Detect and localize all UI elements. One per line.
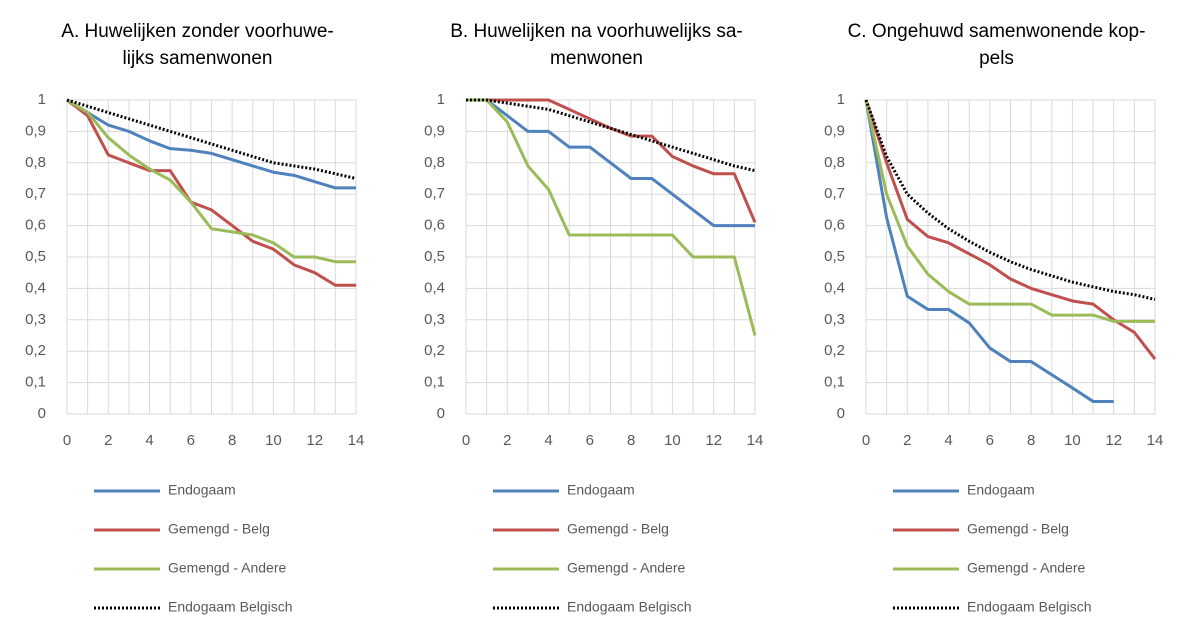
y-tick-label: 0,1 [424, 374, 445, 391]
panel-title: C. Ongehuwd samenwonende kop- [848, 21, 1146, 42]
y-tick-label: 0,4 [424, 279, 445, 296]
x-tick-label: 2 [503, 432, 511, 449]
legend-label: Gemengd - Belg [567, 521, 669, 537]
data-line [864, 99, 1156, 301]
x-tick-label: 0 [63, 432, 71, 449]
legend-label: Endogaam Belgisch [168, 599, 293, 615]
y-tick-label: 0,5 [25, 248, 46, 265]
y-tick-label: 0,4 [824, 279, 845, 296]
data-line [66, 98, 356, 264]
x-tick-label: 14 [348, 432, 365, 449]
y-tick-label: 0,8 [824, 154, 845, 171]
panel-title: pels [979, 48, 1014, 69]
y-tick-label: 0,3 [424, 311, 445, 328]
y-tick-label: 0,2 [824, 342, 845, 359]
panel-title: lijks samenwonen [123, 48, 273, 69]
x-tick-label: 14 [747, 432, 764, 449]
y-tick-label: 0,8 [424, 154, 445, 171]
y-tick-label: 0,3 [25, 311, 46, 328]
data-line [466, 98, 756, 173]
legend-label: Gemengd - Andere [567, 560, 686, 576]
data-line [66, 98, 356, 287]
legend-label: Endogaam [168, 482, 236, 498]
y-tick-label: 0,3 [824, 311, 845, 328]
y-tick-label: 1 [437, 91, 445, 108]
x-tick-label: 0 [462, 432, 470, 449]
data-line [864, 99, 1157, 360]
data-line [466, 98, 755, 228]
x-tick-label: 2 [104, 432, 112, 449]
legend-label: Gemengd - Andere [967, 560, 1086, 576]
panel-title: A. Huwelijken zonder voorhuwe- [61, 21, 333, 42]
x-tick-label: 10 [1064, 432, 1081, 449]
y-tick-label: 0,8 [25, 154, 46, 171]
y-tick-label: 0,1 [824, 374, 845, 391]
x-tick-label: 12 [1105, 432, 1122, 449]
legend-label: Endogaam Belgisch [967, 599, 1092, 615]
y-tick-label: 0,5 [824, 248, 845, 265]
y-tick-label: 0,9 [824, 122, 845, 139]
legend-label: Gemengd - Andere [168, 560, 287, 576]
legend-label: Endogaam Belgisch [567, 599, 692, 615]
x-tick-label: 12 [306, 432, 323, 449]
data-line [466, 98, 757, 336]
x-tick-label: 0 [862, 432, 870, 449]
x-tick-label: 6 [586, 432, 594, 449]
x-tick-label: 6 [986, 432, 994, 449]
y-tick-label: 0,7 [25, 185, 46, 202]
x-tick-label: 6 [187, 432, 195, 449]
y-tick-label: 0,1 [25, 374, 46, 391]
y-tick-label: 0,6 [25, 217, 46, 234]
panel-title: menwonen [550, 48, 643, 69]
y-tick-label: 0 [837, 405, 845, 422]
y-tick-label: 0,7 [424, 185, 445, 202]
legend-label: Gemengd - Belg [967, 521, 1069, 537]
legend-label: Endogaam [967, 482, 1035, 498]
y-tick-label: 0,5 [424, 248, 445, 265]
x-tick-label: 8 [1027, 432, 1035, 449]
data-line [864, 99, 1114, 403]
y-tick-label: 0,7 [824, 185, 845, 202]
y-tick-label: 0,6 [424, 217, 445, 234]
data-line [864, 99, 1155, 323]
y-tick-label: 0,9 [25, 122, 46, 139]
y-tick-label: 0,2 [424, 342, 445, 359]
x-tick-label: 4 [944, 432, 952, 449]
data-line [66, 98, 356, 190]
y-tick-label: 0 [38, 405, 46, 422]
panel-title: B. Huwelijken na voorhuwelijks sa- [450, 21, 743, 42]
x-tick-label: 12 [705, 432, 722, 449]
x-tick-label: 4 [544, 432, 552, 449]
y-tick-label: 0,4 [25, 279, 46, 296]
y-tick-label: 0,9 [424, 122, 445, 139]
x-tick-label: 10 [265, 432, 282, 449]
y-tick-label: 0,2 [25, 342, 46, 359]
legend-label: Endogaam [567, 482, 635, 498]
legend-label: Gemengd - Belg [168, 521, 270, 537]
x-tick-label: 8 [228, 432, 236, 449]
y-tick-label: 1 [38, 91, 46, 108]
y-tick-label: 0 [437, 405, 445, 422]
x-tick-label: 14 [1147, 432, 1164, 449]
x-tick-label: 8 [627, 432, 635, 449]
y-tick-label: 0,6 [824, 217, 845, 234]
x-tick-label: 4 [145, 432, 153, 449]
x-tick-label: 2 [903, 432, 911, 449]
y-tick-label: 1 [837, 91, 845, 108]
x-tick-label: 10 [664, 432, 681, 449]
